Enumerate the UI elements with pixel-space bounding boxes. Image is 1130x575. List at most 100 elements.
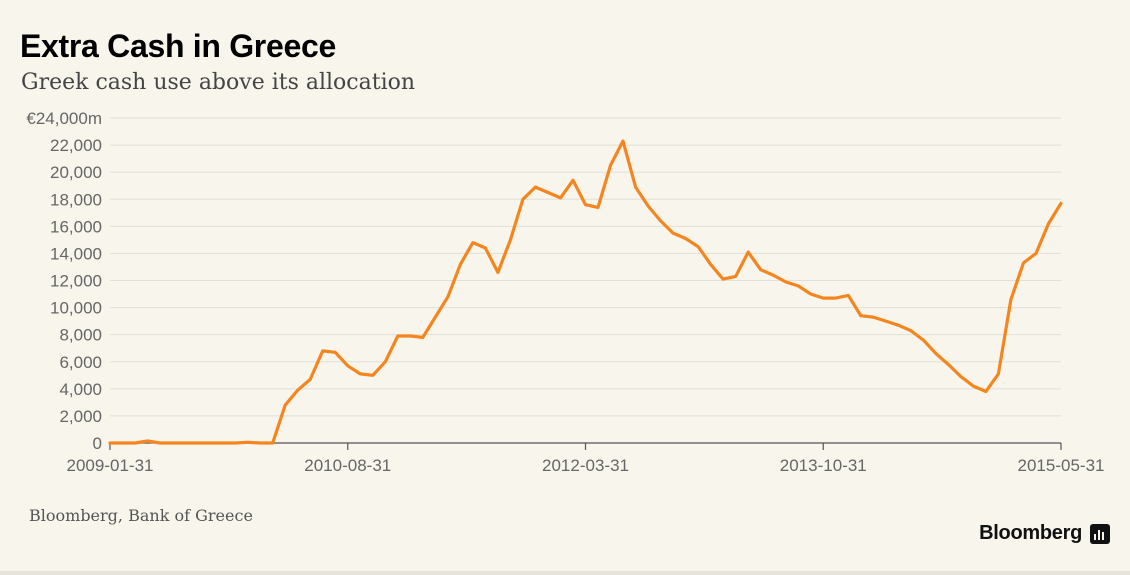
data-point	[108, 441, 112, 445]
data-point	[258, 441, 262, 445]
data-point	[296, 388, 299, 392]
y-tick-label: 12,000	[50, 272, 102, 291]
data-point	[784, 280, 787, 284]
data-point	[922, 338, 925, 342]
data-point	[759, 268, 762, 271]
data-point	[384, 360, 387, 363]
data-point	[121, 441, 124, 445]
data-point	[671, 231, 675, 235]
data-point	[409, 334, 412, 338]
data-point	[233, 441, 237, 445]
data-point	[509, 238, 512, 242]
chart-subtitle: Greek cash use above its allocation	[21, 70, 416, 95]
data-point	[146, 439, 149, 443]
y-tick-label: 14,000	[50, 244, 102, 263]
brand-logo[interactable]: Bloomberg	[979, 522, 1110, 545]
data-point	[346, 364, 349, 368]
gridlines	[110, 117, 1061, 417]
data-point	[1059, 202, 1063, 205]
data-point	[584, 203, 587, 206]
data-point	[484, 246, 487, 250]
brand-name: Bloomberg	[979, 522, 1082, 544]
x-tick-label: 2012-03-31	[542, 456, 629, 475]
data-point	[471, 241, 475, 244]
data-point	[909, 329, 913, 332]
y-tick-label: €24,000m	[26, 109, 102, 128]
x-axis: 2009-01-31 2010-08-31 2012-03-31 2013-10-31…	[67, 442, 1105, 475]
data-point	[684, 237, 687, 240]
data-point	[321, 349, 324, 353]
data-point	[171, 441, 174, 445]
data-point	[246, 441, 249, 444]
data-point	[1047, 222, 1050, 225]
data-point	[208, 441, 212, 445]
data-point	[621, 139, 625, 143]
data-point	[221, 441, 224, 445]
data-point	[771, 273, 775, 277]
data-point	[534, 185, 537, 189]
y-tick-label: 8,000	[59, 326, 102, 345]
data-point	[797, 284, 800, 288]
data-point	[634, 185, 637, 189]
y-tick-label: 18,000	[50, 190, 102, 209]
data-point	[546, 191, 550, 194]
data-point	[809, 292, 812, 296]
series-line	[108, 139, 1063, 445]
y-tick-label: 2,000	[59, 407, 102, 426]
data-point	[1034, 252, 1038, 255]
y-tick-label: 0	[93, 434, 102, 453]
data-point	[984, 390, 988, 393]
y-axis-labels: 0 2,000 4,000 6,000 8,000 10,000 12,000 14,000 1…	[26, 109, 102, 453]
data-point	[446, 295, 450, 298]
data-point	[359, 372, 362, 376]
data-point	[734, 275, 737, 278]
data-point	[859, 314, 862, 317]
x-tick-label: 2013-10-31	[780, 456, 867, 475]
data-point	[283, 403, 287, 407]
data-point	[972, 384, 975, 388]
x-tick-label: 2009-01-31	[67, 456, 154, 475]
y-tick-label: 22,000	[50, 136, 102, 155]
data-point	[1009, 298, 1013, 301]
data-point	[334, 351, 337, 354]
data-point	[559, 196, 562, 200]
data-point	[822, 296, 825, 300]
data-point	[696, 245, 700, 248]
data-point	[834, 296, 837, 300]
data-point	[709, 263, 712, 266]
data-point	[133, 441, 137, 445]
x-tick-label: 2010-08-31	[304, 456, 391, 475]
data-point	[997, 372, 1000, 376]
data-point	[434, 315, 437, 319]
data-point	[847, 294, 850, 297]
bar-chart-icon[interactable]	[1090, 523, 1110, 544]
data-point	[309, 378, 312, 381]
y-tick-label: 6,000	[59, 353, 102, 372]
bottom-divider	[0, 571, 1130, 575]
data-point	[897, 323, 900, 327]
data-point	[421, 336, 425, 339]
data-point	[721, 277, 725, 281]
data-point	[459, 263, 462, 266]
data-point	[396, 334, 400, 338]
data-point	[571, 179, 575, 182]
data-point	[959, 375, 963, 378]
y-tick-label: 10,000	[50, 299, 102, 318]
x-tick-label: 2015-05-31	[1018, 456, 1105, 475]
data-point	[646, 204, 650, 208]
data-point	[872, 315, 875, 319]
y-tick-label: 20,000	[50, 163, 102, 182]
data-point	[746, 250, 750, 254]
line-chart: 0 2,000 4,000 6,000 8,000 10,000 12,000 14,000 1…	[26, 109, 1105, 475]
data-point	[521, 198, 525, 201]
source-note: Bloomberg, Bank of Greece	[29, 506, 253, 525]
data-point	[271, 441, 274, 445]
data-point	[158, 441, 162, 445]
data-point	[596, 206, 600, 209]
data-point	[371, 374, 374, 377]
data-point	[884, 319, 888, 323]
data-point	[196, 441, 199, 445]
y-tick-label: 4,000	[59, 380, 102, 399]
data-point	[934, 352, 938, 355]
